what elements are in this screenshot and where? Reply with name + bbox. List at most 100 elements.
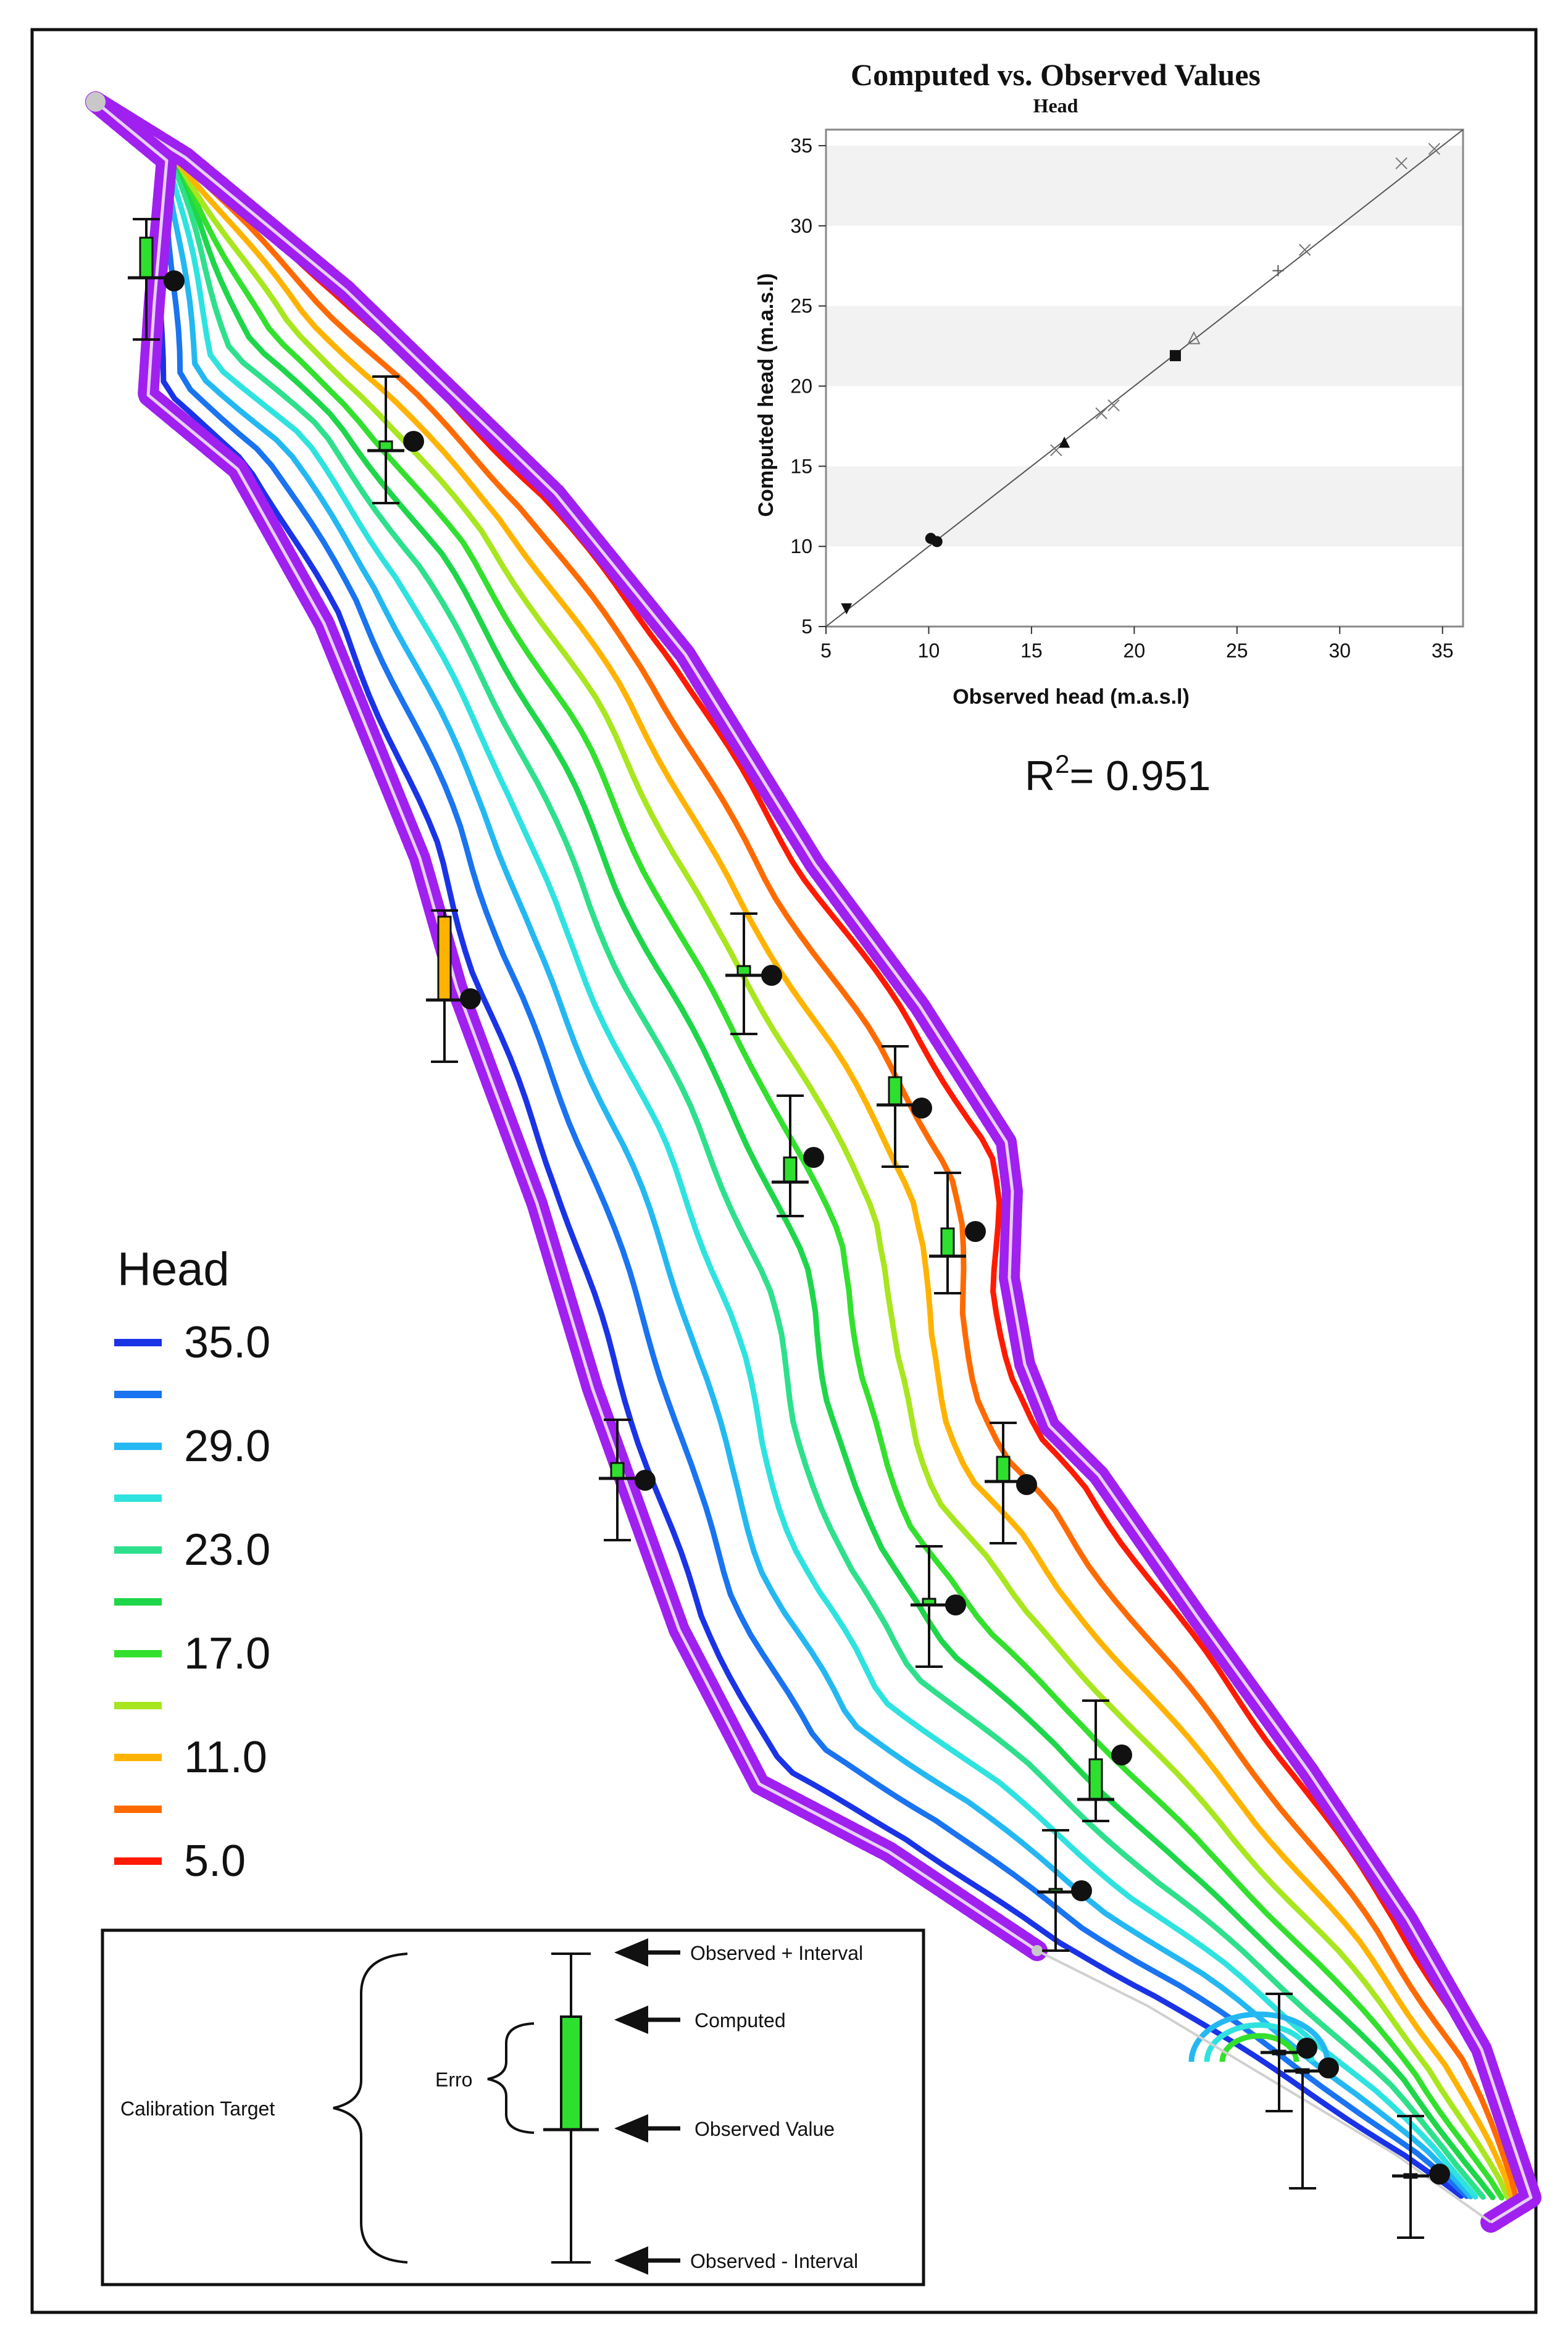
- calibration-target: [1261, 1993, 1317, 2112]
- target-error-bar: [783, 1156, 798, 1183]
- chart-grid-band: [826, 145, 1463, 226]
- chart-xtick-label: 20: [1124, 640, 1146, 662]
- chart-plot-area: [825, 128, 1464, 628]
- calibration-target: [725, 912, 782, 1035]
- target-well-point: [1429, 2164, 1450, 2185]
- target-well-point: [1071, 1880, 1092, 1901]
- legend-label: 17.0: [184, 1629, 270, 1678]
- contour-35: [157, 156, 1464, 2199]
- contour-loop-1: [1188, 2011, 1330, 2062]
- calibration-target: [1077, 1699, 1132, 1822]
- target-well-point: [965, 1221, 986, 1242]
- chart-xtick-label: 25: [1226, 640, 1248, 662]
- calibration-target: [426, 909, 481, 1063]
- calibration-target: [985, 1422, 1037, 1544]
- legend-label: 11.0: [184, 1733, 267, 1782]
- target-error-bar: [940, 1227, 955, 1257]
- contour-8: [94, 99, 1519, 2201]
- target-error-bar: [610, 1462, 625, 1480]
- chart-ytick-label: 35: [790, 135, 812, 157]
- key-observed-minus: Observed - Interval: [690, 2250, 858, 2272]
- chart-ytick-label: 15: [790, 455, 812, 477]
- chart-ytick-label: 10: [790, 535, 812, 557]
- boundary-node-south: [1032, 1945, 1043, 1956]
- key-observed-value: Observed Value: [694, 2118, 835, 2140]
- contour-23: [126, 125, 1486, 2200]
- chart-xtick-label: 5: [820, 640, 832, 662]
- calibration-target: [911, 1545, 966, 1668]
- calibration-target: [877, 1045, 932, 1168]
- calibration-target: [599, 1419, 656, 1541]
- target-well-point: [945, 1594, 966, 1615]
- target-well-point: [911, 1098, 932, 1119]
- chart-xtick-label: 35: [1432, 640, 1454, 662]
- chart-ytick-label: 20: [790, 375, 812, 397]
- contour-17: [112, 112, 1504, 2201]
- legend-title: Head: [117, 1243, 230, 1296]
- contour-32: [164, 156, 1470, 2199]
- chart-point: [1298, 244, 1311, 256]
- chart-ytick-label: 25: [790, 295, 812, 317]
- target-well-point: [1318, 2057, 1339, 2078]
- calibration-target: [1284, 2057, 1339, 2190]
- target-well-point: [635, 1470, 656, 1491]
- boundary-node-north: [86, 92, 106, 112]
- contour-29: [145, 140, 1474, 2199]
- outer-boundary-line: [94, 100, 1533, 2224]
- chart-point: [1059, 436, 1070, 448]
- legend-label: 5.0: [184, 1836, 246, 1886]
- arrow-plus-head: [614, 1938, 648, 1967]
- contour-20: [128, 125, 1496, 2201]
- calibration-target: [1037, 1829, 1092, 1952]
- target-well-point: [1296, 2038, 1317, 2059]
- chart-subtitle: Head: [1033, 94, 1078, 117]
- head-contours: [91, 99, 1526, 2202]
- target-well-point: [460, 988, 481, 1009]
- chart-point: [1187, 331, 1201, 344]
- chart-grid-band: [826, 306, 1463, 386]
- legend-label: 29.0: [184, 1422, 270, 1471]
- r-squared: R2= 0.951: [1025, 749, 1211, 799]
- calibration-key: Observed + Interval Computed Observed Va…: [101, 1928, 925, 2286]
- computed-vs-observed-chart: Computed vs. Observed Values Head Observ…: [754, 57, 1464, 709]
- r-squared-prefix: R: [1025, 752, 1055, 799]
- calibration-target: [367, 375, 424, 504]
- target-error-bar: [139, 236, 154, 279]
- target-well-point: [403, 431, 424, 452]
- contour-26: [144, 140, 1478, 2200]
- arrow-minus-head: [614, 2246, 648, 2275]
- key-observed-plus: Observed + Interval: [690, 1942, 863, 1964]
- key-error-label: Erro: [435, 2069, 472, 2091]
- calibration-target: [128, 218, 185, 341]
- chart-point: [1272, 265, 1284, 277]
- chart-point: [1395, 157, 1407, 170]
- legend-label: 35.0: [184, 1318, 270, 1367]
- arrow-computed-head: [614, 2006, 648, 2034]
- chart-xtick-label: 30: [1328, 640, 1351, 662]
- model-boundary: [85, 91, 1541, 2233]
- r-squared-sup: 2: [1055, 749, 1069, 778]
- key-arrows: [614, 1938, 680, 2275]
- key-computed: Computed: [694, 2009, 786, 2032]
- chart-point: [1107, 399, 1120, 412]
- legend-label: 23.0: [184, 1525, 270, 1575]
- target-well-point: [1111, 1744, 1132, 1765]
- target-well-point: [803, 1147, 824, 1168]
- calibration-target: [929, 1172, 986, 1294]
- chart-title: Computed vs. Observed Values: [851, 57, 1261, 92]
- r-squared-value: = 0.951: [1069, 752, 1211, 799]
- target-error-bar: [1088, 1758, 1103, 1801]
- chart-ylabel: Computed head (m.a.s.l): [754, 273, 778, 517]
- target-error-bar: [888, 1076, 903, 1106]
- target-well-point: [761, 965, 782, 986]
- contour-loop-3: [1219, 2033, 1299, 2062]
- calibration-key-box: [101, 1928, 925, 2286]
- target-error-bar: [996, 1456, 1011, 1483]
- calibration-targets: [128, 218, 1450, 2239]
- chart-xtick-label: 15: [1020, 640, 1043, 662]
- contour-14: [114, 111, 1511, 2201]
- chart-grid-band: [826, 466, 1463, 547]
- arrow-observed-head: [614, 2114, 648, 2143]
- target-well-point: [164, 270, 185, 291]
- target-well-point: [1016, 1474, 1037, 1495]
